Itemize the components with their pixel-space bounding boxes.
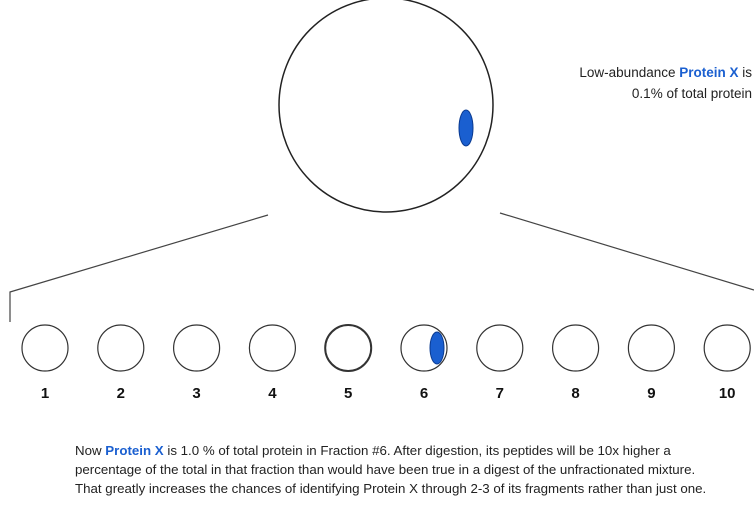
mixture-circle: [278, 0, 494, 213]
fraction-circle: [703, 324, 751, 372]
fraction-circle: [324, 324, 373, 372]
fraction-label: 5: [344, 385, 352, 402]
fraction-circle: [627, 324, 676, 372]
protein-x-spot: [429, 331, 445, 365]
fraction-label: 6: [420, 385, 428, 402]
fraction-label: 1: [41, 385, 49, 402]
fraction-label: 8: [571, 385, 579, 402]
bracket-left: [9, 214, 269, 322]
fraction-label: 4: [268, 385, 277, 402]
paragraph-text: Now: [75, 443, 106, 458]
callout-highlight: Protein X: [679, 65, 739, 80]
fraction-circle: [21, 324, 69, 372]
fraction-circle: [248, 324, 296, 372]
fraction-label: 7: [496, 385, 504, 402]
fraction-circle: [551, 324, 600, 372]
fraction-label: 9: [647, 385, 655, 402]
fraction-label: 2: [117, 385, 125, 402]
protein-x-spot: [458, 109, 474, 147]
fraction-circle: [97, 324, 145, 372]
fraction-circle: [173, 324, 221, 372]
paragraph-highlight: Protein X: [105, 443, 164, 458]
bracket-right: [499, 212, 754, 291]
explanation: Now Protein X is 1.0 % of total protein …: [75, 441, 725, 498]
callout-text: Low-abundance: [579, 65, 680, 80]
fraction-label: 10: [719, 385, 736, 402]
callout-text: is 0.1% of total protein: [631, 65, 752, 101]
fraction-circle: [476, 324, 524, 372]
callout: Low-abundance Protein X is 0.1% of total…: [548, 62, 752, 104]
fraction-label: 3: [192, 385, 200, 402]
paragraph-text: is 1.0 % of total protein in Fraction #6…: [75, 443, 707, 496]
